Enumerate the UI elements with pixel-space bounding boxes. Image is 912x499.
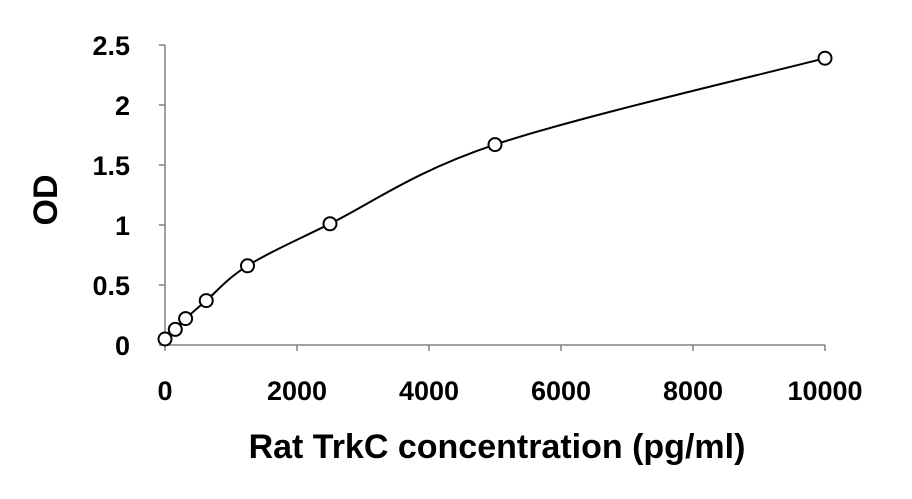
y-tick-label: 1	[115, 211, 130, 241]
data-points-layer	[157, 50, 833, 347]
y-tick-label: 2.5	[92, 31, 130, 61]
x-tick-label: 4000	[399, 376, 459, 406]
y-tick-label: 0.5	[92, 271, 130, 301]
y-axis-label: OD	[27, 175, 65, 226]
y-tick-label: 2	[115, 91, 130, 121]
y-tick-label: 1.5	[92, 151, 130, 181]
data-point	[817, 50, 833, 66]
data-point	[322, 216, 338, 232]
data-point	[178, 311, 194, 327]
fit-curve-layer	[164, 57, 826, 340]
y-tick-label: 0	[115, 331, 130, 361]
fit-curve	[164, 57, 826, 340]
x-tick-label: 6000	[531, 376, 591, 406]
data-point	[487, 137, 503, 153]
axes: 0 2000 4000 6000 8000 10000 0 0.5 1 1.5 2 2.5	[92, 31, 862, 406]
data-point	[240, 258, 255, 274]
data-point	[157, 331, 173, 347]
x-tick-label: 8000	[663, 376, 723, 406]
x-tick-label: 10000	[787, 376, 862, 406]
x-tick-label: 0	[157, 376, 172, 406]
data-point	[167, 321, 183, 337]
x-axis-label: Rat TrkC concentration (pg/ml)	[249, 428, 746, 466]
x-tick-label: 2000	[267, 376, 327, 406]
data-point	[198, 293, 214, 309]
